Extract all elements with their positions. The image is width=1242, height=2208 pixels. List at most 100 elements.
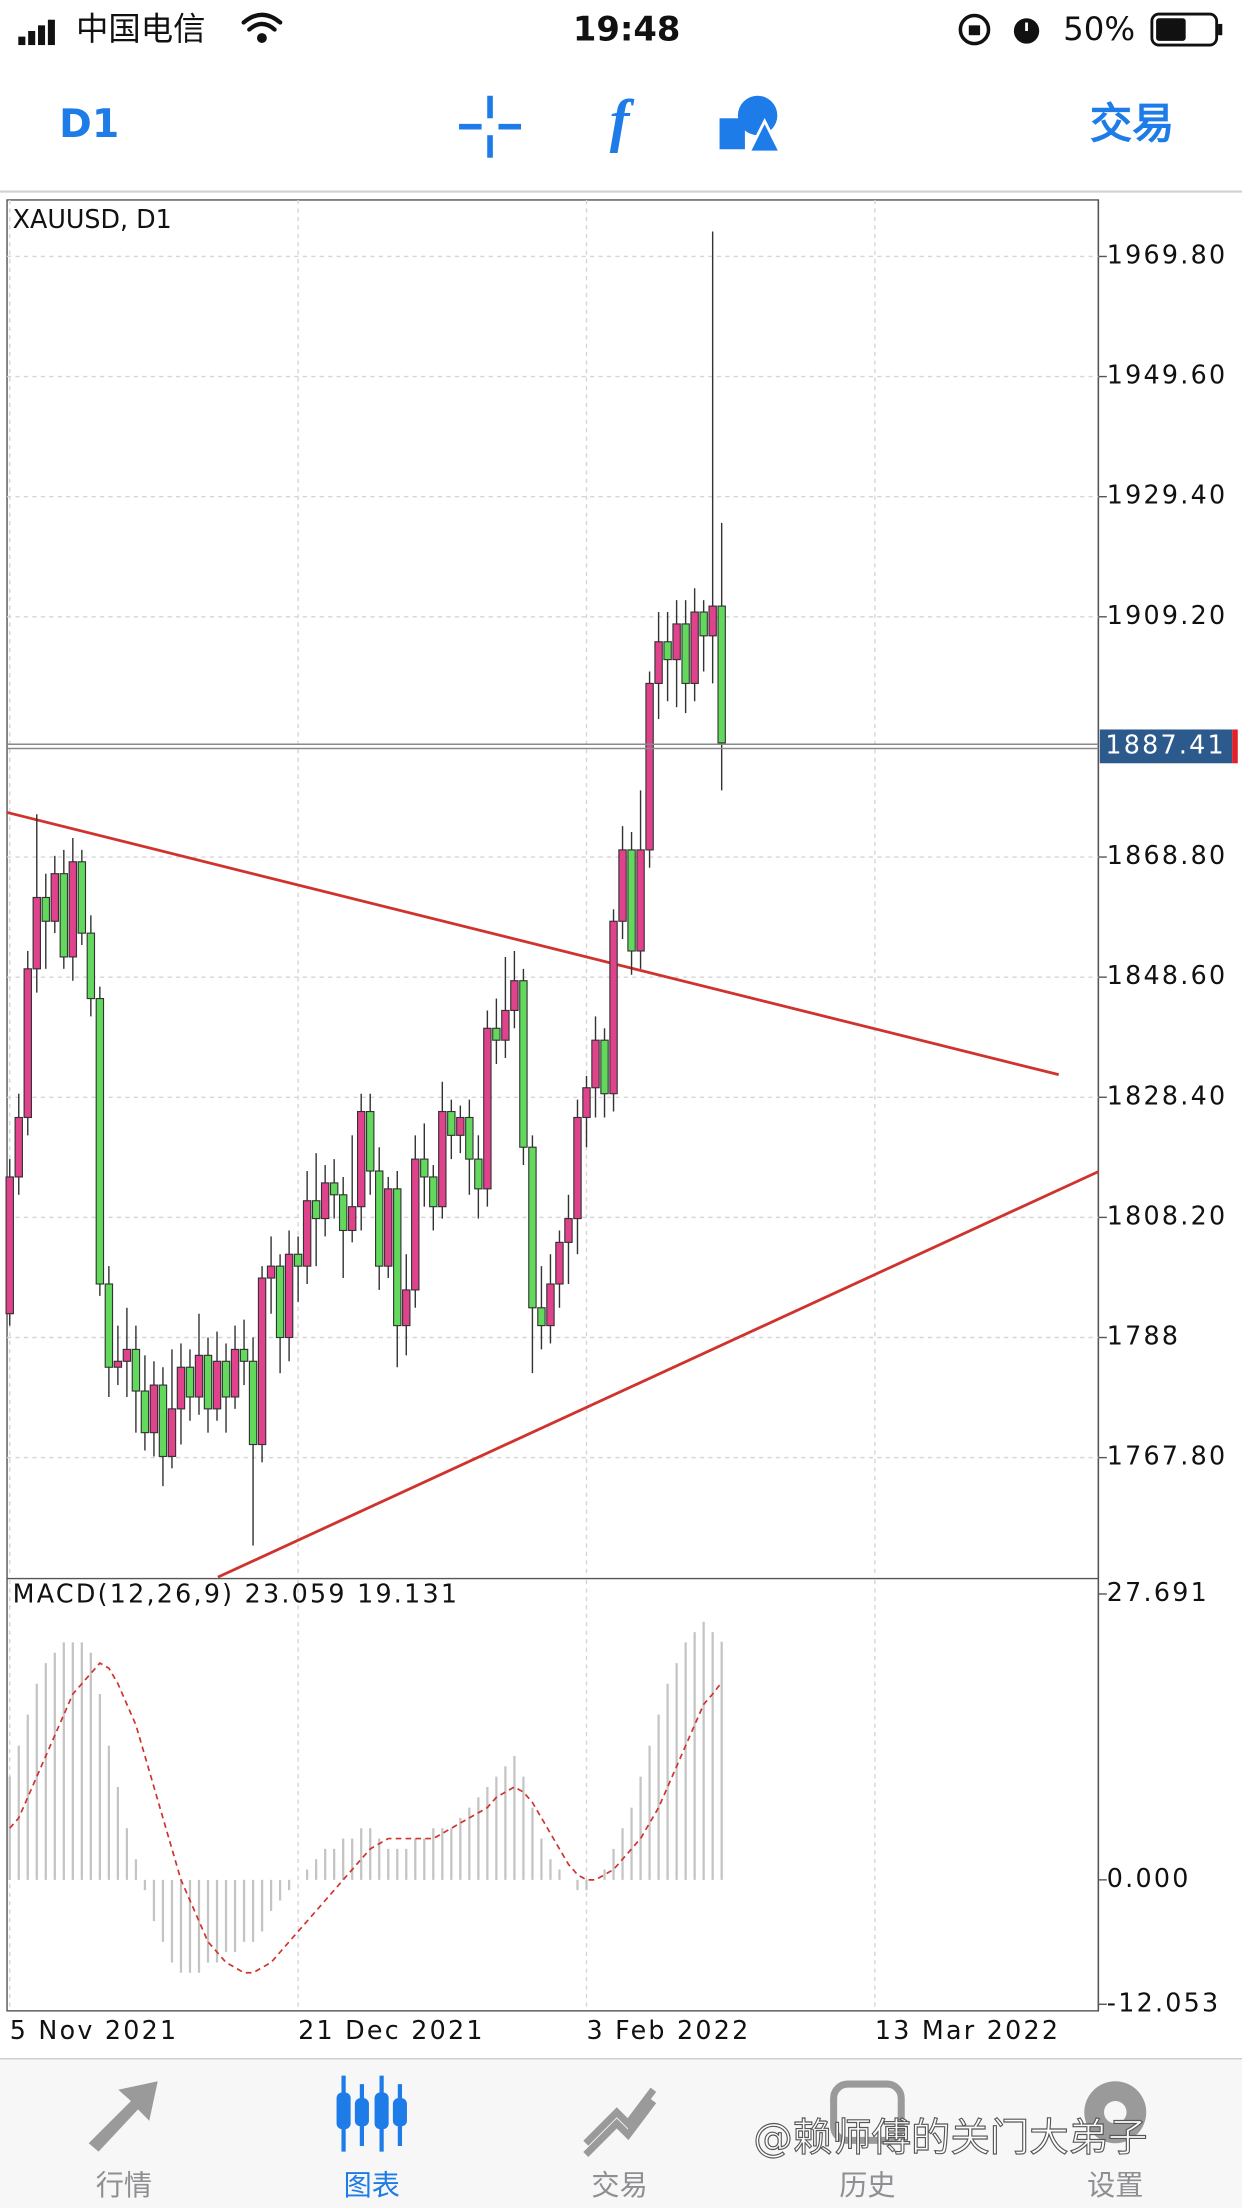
candle-body xyxy=(32,896,42,970)
candle-body xyxy=(699,611,708,637)
y-tick-label: 1808.20 xyxy=(1107,1200,1228,1230)
trendline xyxy=(6,811,1060,1077)
clock: 19:48 xyxy=(573,9,681,48)
candle-body xyxy=(185,1366,195,1398)
candle-body xyxy=(329,1182,339,1196)
grid-layer xyxy=(7,199,1107,2011)
tab-button[interactable]: 历史 xyxy=(830,2080,905,2202)
candle-body xyxy=(347,1206,357,1232)
tabs: 行情 图表 交易 历史 设置 xyxy=(88,2075,1147,2202)
candle-body xyxy=(402,1289,411,1327)
tab-label: 历史 xyxy=(839,2169,895,2202)
tab-button[interactable]: 交易 xyxy=(583,2087,657,2202)
tab-icon-part xyxy=(88,2081,158,2152)
candle-body xyxy=(50,873,60,922)
x-tick-label: 13 Mar 2022 xyxy=(875,2015,1060,2045)
tab-label: 图表 xyxy=(344,2169,400,2202)
candle-body xyxy=(537,1307,546,1327)
candle-body xyxy=(555,1241,564,1285)
candle-body xyxy=(654,641,663,684)
tab-icon-part xyxy=(392,2098,407,2127)
candle-body xyxy=(429,1176,438,1208)
objects-button[interactable] xyxy=(719,95,783,154)
candle-body xyxy=(338,1194,348,1232)
candle-body xyxy=(248,1360,258,1446)
alarm-icon xyxy=(1013,18,1040,44)
tab-icon xyxy=(830,2080,905,2144)
candle-body xyxy=(492,1027,501,1041)
tab-button[interactable]: 行情 xyxy=(88,2081,158,2202)
tab-label: 设置 xyxy=(1087,2169,1143,2202)
candle-body xyxy=(663,641,672,661)
tab-icon-part xyxy=(336,2092,351,2130)
marks-layer xyxy=(5,231,1099,1974)
candle-body xyxy=(474,1158,483,1190)
candle-body xyxy=(284,1253,294,1339)
candle-body xyxy=(23,968,32,1119)
candle-body xyxy=(411,1158,420,1291)
y-tick-label: 1828.40 xyxy=(1107,1080,1228,1110)
candle-body xyxy=(203,1354,213,1410)
candle-body xyxy=(591,1039,600,1089)
y-tick-label: 27.691 xyxy=(1107,1577,1209,1607)
signal-icon xyxy=(18,19,55,46)
candle-body xyxy=(230,1348,240,1398)
y-tick-label: 1949.60 xyxy=(1107,360,1228,390)
chart-frame xyxy=(6,199,1100,2012)
tab-icon xyxy=(88,2081,158,2152)
tab-icon-part xyxy=(1104,2100,1127,2124)
text-layer: 5 Nov 2021 21 Dec 2021 3 Feb 2022 13 Mar 20… xyxy=(10,239,1238,2045)
candle-body xyxy=(708,605,717,637)
trendline xyxy=(217,1170,1099,1579)
candle-body xyxy=(609,920,618,1095)
candle-body xyxy=(600,1039,609,1095)
carrier: 中国电信 xyxy=(76,10,206,48)
candle-body xyxy=(528,1146,537,1309)
timeframe-button[interactable]: D1 xyxy=(59,101,119,147)
x-tick-label: 5 Nov 2021 xyxy=(10,2015,179,2045)
tab-button[interactable]: 图表 xyxy=(336,2075,407,2202)
candle-body xyxy=(149,1384,159,1434)
tab-icon xyxy=(336,2075,407,2152)
y-tick-label: 1767.80 xyxy=(1107,1441,1228,1471)
candle-body xyxy=(483,1027,492,1190)
tab-label: 行情 xyxy=(96,2169,152,2202)
trade-button[interactable]: 交易 xyxy=(1090,99,1174,148)
candle-body xyxy=(257,1277,267,1446)
candle-body xyxy=(690,611,699,684)
candle-body xyxy=(221,1360,231,1398)
candle-body xyxy=(293,1253,303,1267)
chart-title: XAUUSD, D1 xyxy=(13,204,172,234)
candle-body xyxy=(320,1182,330,1220)
candle-body xyxy=(167,1408,177,1457)
tab-icon-part xyxy=(583,2087,657,2146)
candle-body xyxy=(194,1354,204,1398)
candle-body xyxy=(519,980,528,1148)
candle-body xyxy=(212,1360,222,1410)
candle-body xyxy=(501,1009,510,1041)
crosshair-button[interactable] xyxy=(459,95,522,158)
candle-body xyxy=(447,1110,456,1136)
battery-percent: 50% xyxy=(1063,10,1135,48)
candle-body xyxy=(77,861,87,934)
y-tick-label: 1909.20 xyxy=(1107,600,1228,630)
signal-line xyxy=(9,1661,723,1974)
tab-icon-part xyxy=(374,2092,389,2130)
tab-icon-part xyxy=(583,2098,657,2157)
candle-body xyxy=(176,1366,186,1410)
candle-body xyxy=(438,1110,447,1208)
y-tick-label: -12.053 xyxy=(1107,1987,1221,2017)
candle-body xyxy=(59,873,69,958)
wifi-icon xyxy=(241,12,283,43)
rotation-lock-icon xyxy=(958,13,991,46)
tab-button[interactable]: 设置 xyxy=(1084,2081,1147,2202)
candle-body xyxy=(41,896,51,922)
x-tick-label: 21 Dec 2021 xyxy=(298,2015,485,2045)
candle-body xyxy=(104,1283,114,1368)
battery-icon xyxy=(1150,12,1223,47)
candle-body xyxy=(573,1116,582,1220)
candle-body xyxy=(239,1348,249,1362)
candle-body xyxy=(546,1283,555,1327)
candle-body xyxy=(420,1158,429,1178)
